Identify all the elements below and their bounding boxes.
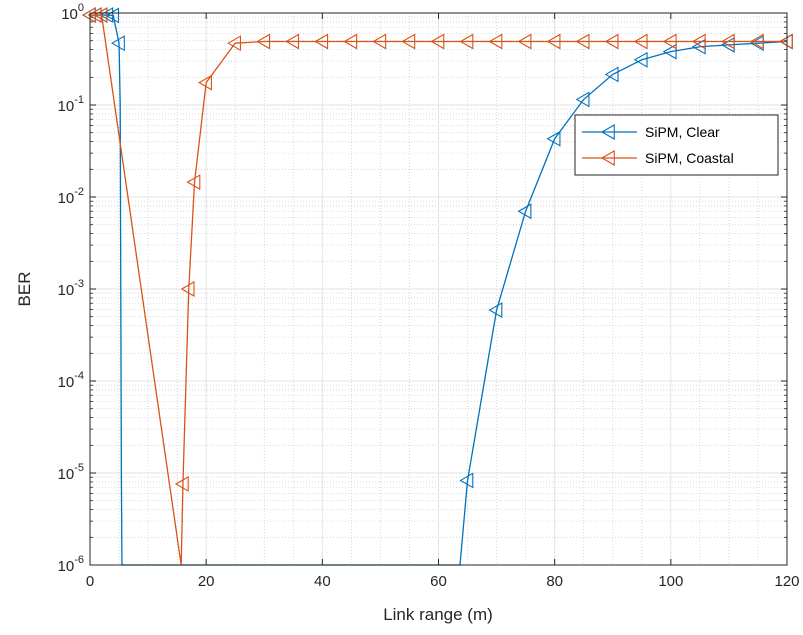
data-point-marker: [256, 33, 271, 50]
x-tick-labels: 0 20 40 60 80 100 120: [86, 573, 800, 590]
legend-box: [574, 114, 779, 176]
y-tick-exponent: -5: [74, 462, 84, 474]
x-axis-title: Link range (m): [383, 605, 493, 624]
y-tick-label: 10-2: [58, 186, 84, 207]
data-point-marker: [198, 74, 212, 91]
axis-ticks: [89, 12, 788, 566]
y-tick-label: 10-1: [58, 94, 84, 115]
y-tick-label: 10-3: [58, 278, 84, 299]
data-point-marker: [517, 203, 532, 220]
series-line: [90, 14, 787, 566]
data-point-marker: [691, 33, 706, 50]
x-tick-label: 60: [430, 573, 447, 590]
legend-marker: [600, 150, 615, 166]
legend: SiPM, Clear SiPM, Coastal: [574, 114, 779, 176]
y-tick-exponent: 0: [78, 2, 84, 14]
y-tick-label: 10-5: [58, 462, 84, 483]
y-tick-base: 10: [58, 374, 75, 391]
x-tick-label: 20: [198, 573, 215, 590]
data-point-marker: [633, 51, 648, 68]
y-tick-label: 100: [61, 2, 84, 23]
data-point-marker: [105, 7, 120, 24]
y-tick-label: 10-4: [58, 370, 84, 391]
x-tick-label: 40: [314, 573, 331, 590]
legend-label: SiPM, Coastal: [645, 150, 734, 166]
x-tick-label: 100: [658, 573, 683, 590]
x-tick-label: 120: [774, 573, 799, 590]
series-layer: [81, 7, 793, 566]
data-point-marker: [604, 66, 619, 83]
y-tick-exponent: -4: [74, 370, 84, 382]
series-group: [81, 7, 793, 566]
data-point-marker: [749, 33, 764, 50]
data-point-marker: [488, 33, 503, 50]
data-point-marker: [87, 7, 102, 23]
y-tick-label: 10-6: [58, 554, 84, 575]
data-point-marker: [546, 130, 561, 147]
data-point-marker: [401, 33, 416, 50]
x-tick-label: 0: [86, 573, 94, 590]
data-point-marker: [546, 33, 561, 50]
y-tick-exponent: -1: [74, 94, 84, 106]
y-tick-base: 10: [58, 98, 75, 115]
data-point-marker: [285, 33, 300, 50]
data-point-marker: [662, 43, 677, 60]
data-point-marker: [110, 35, 125, 52]
y-tick-base: 10: [58, 558, 75, 575]
data-point-marker: [174, 476, 189, 492]
data-point-marker: [343, 33, 358, 50]
data-point-marker: [430, 33, 445, 50]
y-tick-exponent: -3: [74, 278, 84, 290]
data-point-marker: [488, 302, 503, 319]
data-point-marker: [459, 33, 474, 50]
data-point-marker: [604, 33, 619, 50]
data-point-marker: [180, 281, 195, 297]
data-point-marker: [575, 33, 590, 50]
y-tick-base: 10: [61, 6, 78, 23]
y-tick-base: 10: [58, 190, 75, 207]
data-point-marker: [720, 33, 735, 50]
x-tick-label: 80: [546, 573, 563, 590]
data-point-marker: [575, 91, 590, 108]
data-point-marker: [662, 33, 677, 50]
data-point-marker: [517, 33, 532, 50]
data-point-marker: [372, 33, 387, 50]
data-point-marker: [186, 174, 201, 191]
data-point-marker: [459, 472, 474, 489]
y-tick-base: 10: [58, 282, 75, 299]
y-tick-exponent: -2: [74, 186, 84, 198]
legend-marker: [600, 124, 615, 140]
data-point-marker: [314, 33, 329, 50]
data-point-marker: [93, 7, 108, 23]
data-point-marker: [778, 33, 793, 50]
data-point-marker: [633, 33, 648, 50]
y-tick-base: 10: [58, 466, 75, 483]
y-axis-title: BER: [15, 272, 34, 307]
y-tick-exponent: -6: [74, 554, 84, 566]
data-point-marker: [227, 35, 242, 52]
legend-label: SiPM, Clear: [645, 124, 720, 140]
series-line: [90, 14, 788, 566]
